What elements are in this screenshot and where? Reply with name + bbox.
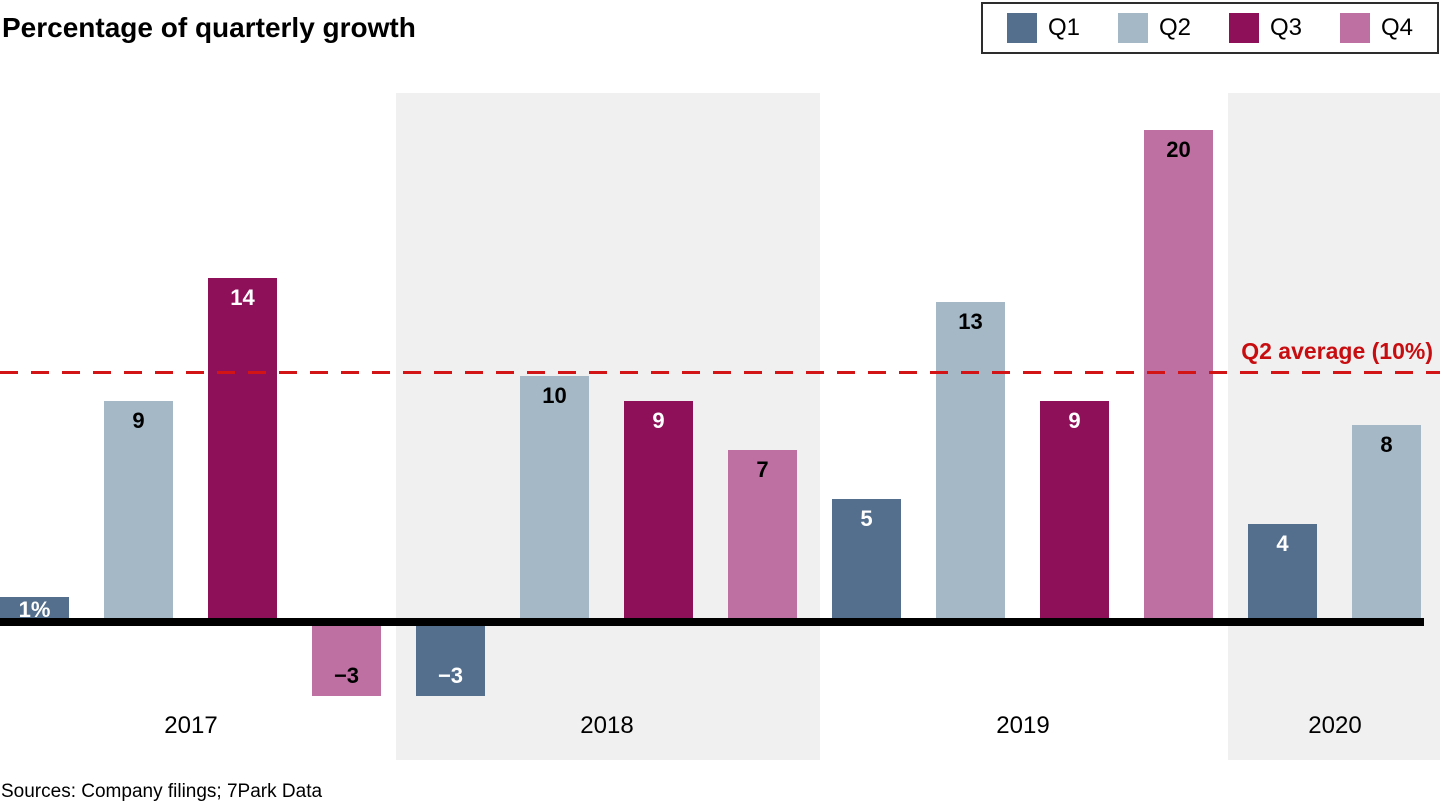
year-label-2019: 2019 xyxy=(996,712,1050,739)
bar-q3-2018 xyxy=(624,401,693,622)
bar-value-label: 9 xyxy=(1068,408,1081,433)
average-reference-line xyxy=(0,371,1440,374)
bar-q1-2019 xyxy=(832,499,901,622)
bar-q2-2019 xyxy=(936,302,1005,622)
average-annotation: Q2 average (10%) xyxy=(1241,338,1433,364)
legend-item-label: Q4 xyxy=(1380,14,1413,41)
bar-q2-2018 xyxy=(520,376,589,622)
chart-title: Percentage of quarterly growth xyxy=(2,12,416,43)
legend-swatch-icon xyxy=(1339,13,1370,43)
legend: Q1 Q2 Q3 Q4 xyxy=(981,2,1439,54)
legend-item-label: Q2 xyxy=(1158,14,1191,41)
legend-swatch-icon xyxy=(1117,13,1148,43)
legend-item-label: Q1 xyxy=(1048,14,1081,41)
bar-value-label: 9 xyxy=(132,408,145,433)
bar-q1-2017 xyxy=(0,597,69,622)
year-label-2017: 2017 xyxy=(164,712,218,739)
source-note: Sources: Company filings; 7Park Data xyxy=(1,781,323,802)
bar-q4-2018 xyxy=(728,450,797,622)
legend-item: Q4 xyxy=(1339,13,1413,43)
legend-item-label: Q3 xyxy=(1269,14,1302,41)
legend-swatch-icon xyxy=(1007,13,1037,43)
bar-q4-2017 xyxy=(312,622,381,696)
bar-value-label: 7 xyxy=(756,457,769,482)
bar-q4-2019 xyxy=(1144,130,1213,622)
bar-value-label: −3 xyxy=(333,663,360,688)
bar-value-label: 4 xyxy=(1276,531,1289,556)
legend-swatch-icon xyxy=(1228,13,1259,43)
bar-value-label: 14 xyxy=(230,285,255,310)
bar-q2-2017 xyxy=(104,401,173,622)
bar-value-label: 13 xyxy=(958,309,983,334)
bar-value-label: 8 xyxy=(1380,432,1393,457)
legend-item: Q2 xyxy=(1117,13,1191,43)
x-axis-line xyxy=(0,618,1424,626)
bar-value-label: 9 xyxy=(652,408,665,433)
year-label-2018: 2018 xyxy=(580,712,634,739)
year-label-2020: 2020 xyxy=(1308,712,1362,739)
bar-q3-2017 xyxy=(208,278,277,622)
bar-q3-2019 xyxy=(1040,401,1109,622)
bar-value-label: 5 xyxy=(860,506,873,531)
bar-value-label: 1% xyxy=(18,597,51,622)
legend-item: Q3 xyxy=(1228,13,1302,43)
bar-q1-2020 xyxy=(1248,524,1317,622)
bar-value-label: −3 xyxy=(437,663,464,688)
bar-q1-2018 xyxy=(416,622,485,696)
legend-item: Q1 xyxy=(1007,13,1080,43)
bar-value-label: 20 xyxy=(1166,137,1191,162)
bar-value-label: 10 xyxy=(542,383,567,408)
bar-q2-2020 xyxy=(1352,425,1421,622)
